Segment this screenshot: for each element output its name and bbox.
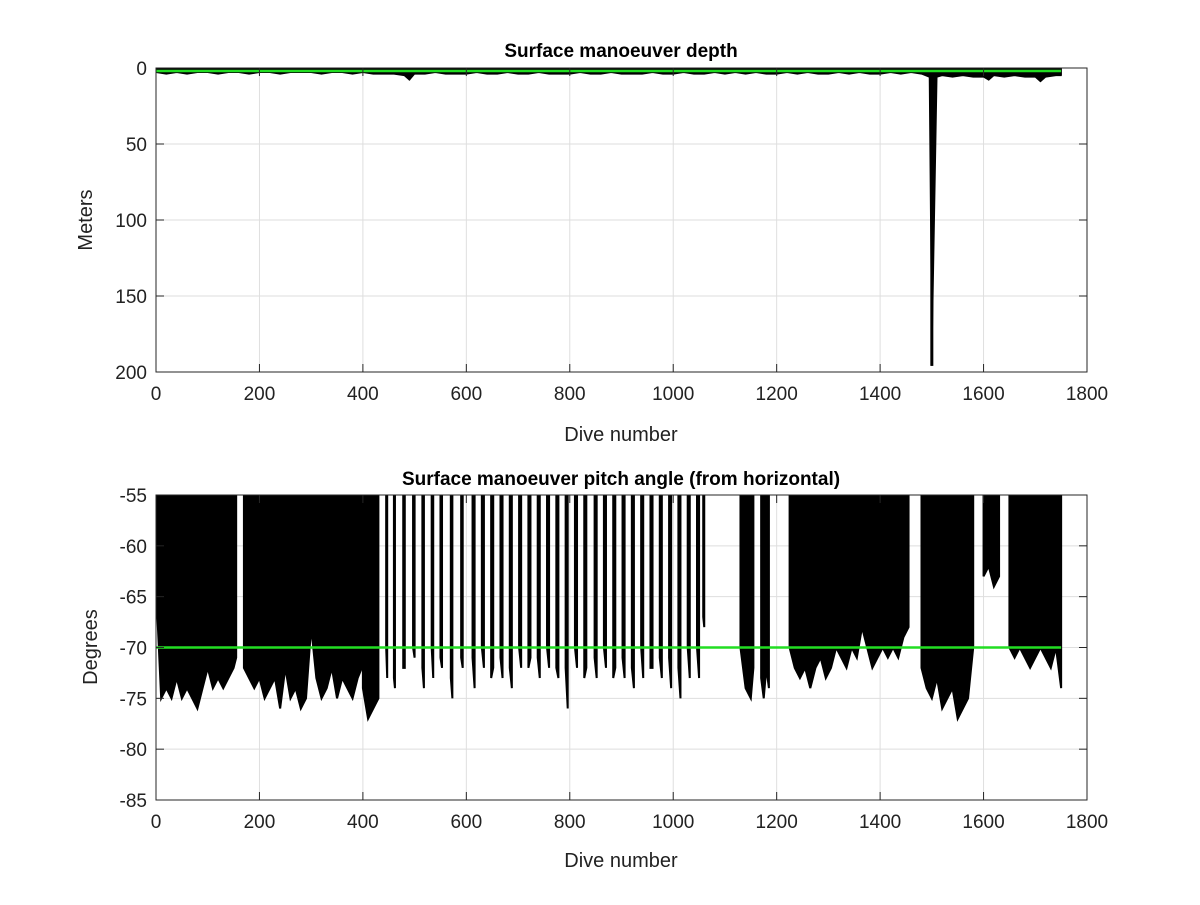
- pitch-chart: Surface manoeuver pitch angle (from hori…: [80, 469, 1108, 872]
- pitch-chart-series-segment: [402, 495, 406, 669]
- depth-chart-xtick-label: 1200: [756, 384, 798, 405]
- pitch-chart-series-segment: [471, 495, 476, 689]
- pitch-chart-ytick-label: -80: [120, 740, 147, 761]
- pitch-chart-series-segment: [156, 495, 238, 712]
- pitch-chart-series-segment: [640, 495, 645, 679]
- pitch-chart-title: Surface manoeuver pitch angle (from hori…: [402, 469, 840, 490]
- pitch-chart-series-segment: [573, 495, 579, 668]
- pitch-chart-series-segment: [555, 495, 560, 679]
- pitch-chart-series-segment: [920, 495, 975, 722]
- pitch-chart-series-segment: [630, 495, 635, 689]
- depth-chart-xtick-label: 1800: [1066, 384, 1108, 405]
- pitch-chart-xtick-label: 400: [347, 812, 379, 833]
- pitch-chart-xtick-label: 1200: [756, 812, 798, 833]
- depth-chart-xtick-label: 1400: [859, 384, 901, 405]
- depth-chart-xtick-label: 400: [347, 384, 379, 405]
- pitch-chart-series-segment: [739, 495, 755, 702]
- pitch-chart-series-segment: [1008, 495, 1063, 689]
- pitch-chart-series-segment: [499, 495, 504, 679]
- pitch-chart-series-segment: [430, 495, 435, 679]
- pitch-chart-xtick-label: 800: [554, 812, 586, 833]
- pitch-chart-series-segment: [361, 495, 380, 722]
- pitch-chart-series-segment: [508, 495, 513, 689]
- depth-chart-ytick-label: 150: [115, 287, 147, 308]
- pitch-chart-series-segment: [449, 495, 454, 699]
- pitch-chart-series-segment: [460, 495, 464, 668]
- pitch-chart-series-segment: [982, 495, 1001, 590]
- pitch-chart-series-segment: [412, 495, 416, 658]
- depth-chart-ytick-label: 200: [115, 363, 147, 384]
- depth-chart-xtick-label: 600: [450, 384, 482, 405]
- pitch-chart-ticks: 0 200 400 600 800 1000 1200 1400 1600 1800 -55 -60 -…: [120, 486, 1109, 833]
- pitch-chart-series-segment: [527, 495, 532, 669]
- pitch-chart-series-segment: [439, 495, 444, 668]
- pitch-chart-series-segment: [602, 495, 607, 668]
- depth-chart-xtick-label: 1600: [962, 384, 1004, 405]
- pitch-chart-series-segment: [392, 495, 396, 689]
- pitch-chart-xlabel: Dive number: [564, 850, 678, 872]
- pitch-chart-ytick-label: -55: [120, 486, 147, 507]
- pitch-chart-ytick-label: -75: [120, 689, 147, 710]
- depth-chart-xtick-label: 0: [151, 384, 162, 405]
- depth-chart: Surface manoeuver depth Meters Dive numb…: [75, 41, 1108, 446]
- pitch-chart-xtick-label: 0: [151, 812, 162, 833]
- pitch-chart-series-segment: [385, 495, 389, 679]
- pitch-chart-ytick-label: -60: [120, 537, 147, 558]
- pitch-chart-series-segment: [583, 495, 588, 679]
- pitch-chart-xtick-label: 1400: [859, 812, 901, 833]
- pitch-chart-series: [156, 495, 1063, 722]
- pitch-chart-series-segment: [480, 495, 485, 668]
- pitch-chart-xtick-label: 1800: [1066, 812, 1108, 833]
- pitch-chart-ytick-label: -70: [120, 639, 147, 660]
- depth-chart-ytick-label: 100: [115, 211, 147, 232]
- pitch-chart-series-segment: [686, 495, 691, 679]
- pitch-chart-ylabel: Degrees: [80, 609, 102, 685]
- pitch-chart-series-segment: [658, 495, 663, 679]
- depth-chart-ytick-label: 50: [126, 135, 147, 156]
- depth-chart-xtick-label: 200: [244, 384, 276, 405]
- pitch-chart-series-segment: [760, 495, 770, 699]
- pitch-chart-series-segment: [677, 495, 682, 699]
- pitch-chart-series-segment: [593, 495, 598, 679]
- pitch-chart-ytick-label: -85: [120, 791, 147, 812]
- pitch-chart-xtick-label: 200: [244, 812, 276, 833]
- depth-chart-ticks: 0 200 400 600 800 1000 1200 1400 1600 18000501001…: [115, 59, 1108, 405]
- pitch-chart-series-segment: [490, 495, 495, 679]
- depth-chart-xlabel: Dive number: [564, 424, 678, 446]
- pitch-chart-series-segment: [621, 495, 626, 679]
- pitch-chart-series-segment: [696, 495, 701, 679]
- pitch-chart-series-segment: [546, 495, 551, 668]
- depth-chart-ytick-label: 0: [136, 59, 147, 80]
- pitch-chart-series-segment: [649, 495, 654, 669]
- pitch-chart-series-segment: [518, 495, 523, 668]
- depth-chart-title: Surface manoeuver depth: [504, 41, 737, 62]
- depth-chart-ylabel: Meters: [75, 189, 97, 250]
- pitch-chart-series-segment: [421, 495, 425, 689]
- pitch-chart-xtick-label: 1600: [962, 812, 1004, 833]
- pitch-chart-series-segment: [242, 495, 363, 712]
- pitch-chart-xtick-label: 600: [450, 812, 482, 833]
- pitch-chart-xtick-label: 1000: [652, 812, 694, 833]
- pitch-chart-series-segment: [536, 495, 541, 679]
- pitch-chart-series-segment: [612, 495, 617, 679]
- depth-chart-xtick-label: 1000: [652, 384, 694, 405]
- pitch-chart-series-segment: [702, 495, 706, 628]
- pitch-chart-series-segment: [564, 495, 569, 709]
- depth-chart-xtick-label: 800: [554, 384, 586, 405]
- pitch-chart-series-segment: [668, 495, 673, 689]
- depth-chart-series: [156, 68, 1062, 366]
- pitch-chart-ytick-label: -65: [120, 588, 147, 609]
